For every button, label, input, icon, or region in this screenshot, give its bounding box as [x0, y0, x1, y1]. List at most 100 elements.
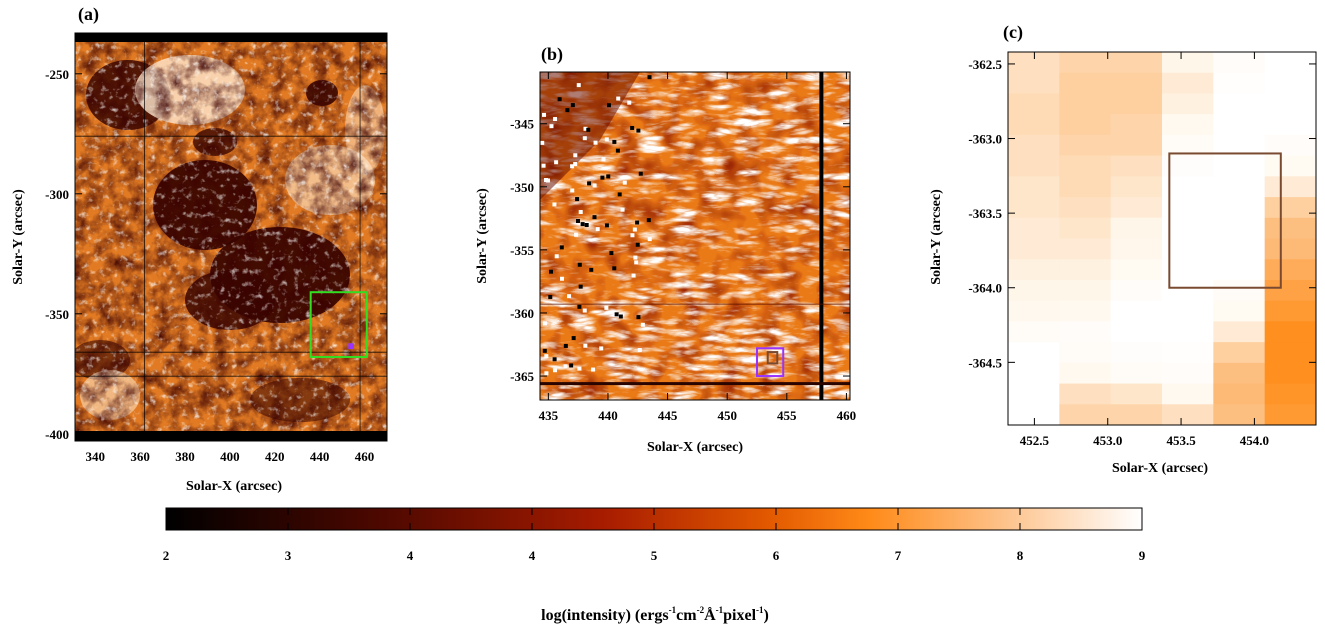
panel-b-xtick-label: 450: [717, 408, 737, 423]
panel-b-noise-pixel: [557, 97, 562, 102]
panel-b-noise-pixel: [615, 148, 620, 153]
panel-a-xtick-label: 440: [310, 449, 330, 464]
panel-c-xtick-label: 453.0: [1093, 433, 1122, 448]
panel-b-noise-pixel: [633, 255, 638, 260]
colorbar-tick-label: 9: [1139, 548, 1146, 563]
brown-region-box: [1168, 152, 1282, 289]
panel-c-cell: [1059, 217, 1112, 239]
panel-b-noise-pixel: [577, 304, 582, 309]
panel-b-noise-pixel: [589, 267, 594, 272]
panel-b-noise-pixel: [570, 164, 575, 169]
panel-b-frame: [539, 71, 851, 401]
panel-b-ytick-label: -350: [510, 180, 534, 195]
panel-b-noise-pixel: [541, 163, 546, 168]
panel-c-cell: [1059, 259, 1112, 281]
panel-c-cell: [1059, 176, 1112, 198]
panel-c-xtick-label: 453.5: [1166, 433, 1196, 448]
panel-b-noise-pixel: [580, 222, 585, 227]
panel-c-cell: [1162, 383, 1214, 405]
panel-c-cell: [1213, 52, 1266, 74]
panel-c-cell: [1162, 300, 1214, 322]
panel-c-cell: [1059, 383, 1112, 405]
panel-b-xtick-label: 455: [777, 408, 797, 423]
panel-b-label: (b): [541, 44, 563, 65]
panel-b-noise-pixel: [635, 242, 640, 247]
panel-c-cell: [1008, 259, 1060, 281]
panel-c-cell: [1008, 52, 1060, 74]
panel-c-cell: [1110, 52, 1163, 74]
panel-c-cell: [1008, 279, 1060, 302]
panel-c-xtick-label: 454.0: [1240, 433, 1269, 448]
panel-c-cell: [1213, 259, 1266, 281]
panel-c-ytick-label: -364.0: [968, 281, 1002, 296]
panel-c-cell: [1110, 217, 1163, 239]
panel-b-ytick-label: -365: [510, 369, 534, 384]
panel-b-ytick-label: -355: [510, 243, 534, 258]
panel-b-noise-pixel: [574, 232, 579, 237]
panel-c-cell: [1008, 155, 1060, 177]
panel-b-noise-pixel: [569, 363, 574, 368]
panel-c-cell: [1213, 279, 1266, 302]
panel-c-cell: [1213, 197, 1266, 219]
panel-b-noise-pixel: [576, 83, 581, 88]
panel-c-cell: [1264, 134, 1317, 157]
panel-c-cell: [1110, 342, 1163, 364]
panel-c-cell: [1264, 217, 1317, 239]
panel-b-noise-pixel: [622, 180, 627, 185]
panel-b-noise-pixel: [542, 112, 547, 117]
panel-c-cell: [1008, 197, 1060, 219]
panel-c-cell: [1264, 155, 1317, 177]
panel-a-xtick-label: 340: [85, 449, 105, 464]
panel-b-noise-pixel: [549, 269, 554, 274]
panel-b-noise-pixel: [544, 371, 549, 376]
panel-c-cell: [1008, 321, 1060, 343]
panel-b-noise-pixel: [559, 245, 564, 250]
panel-c-cell: [1059, 72, 1112, 94]
panel-a-label: (a): [78, 4, 99, 25]
panel-b-xtick-label: 445: [658, 408, 678, 423]
panel-b-noise-pixel: [595, 227, 600, 232]
panel-a-xtick-label: 460: [355, 449, 375, 464]
panel-c-cell: [1059, 155, 1112, 177]
panel-b-noise-pixel: [552, 357, 557, 362]
panel-c-cell: [1110, 300, 1163, 322]
panel-c-cell: [1008, 300, 1060, 322]
colorbar-tick-label: 7: [895, 548, 902, 563]
panel-b-noise-pixel: [647, 237, 652, 242]
panel-b-noise-pixel: [599, 346, 604, 351]
panel-c-cell: [1162, 404, 1214, 426]
panel-b-noise-pixel: [630, 125, 635, 130]
panel-b-noise-pixel: [584, 223, 589, 228]
panel-a-ytick-label: -300: [45, 187, 69, 202]
panel-c-cell: [1213, 217, 1266, 239]
panel-c-cell: [1162, 197, 1214, 219]
panel-b-noise-pixel: [540, 140, 545, 145]
panel-a-frame: [74, 32, 388, 442]
panel-b-noise-pixel: [618, 314, 623, 319]
panel-b-noise-pixel: [604, 137, 609, 142]
panel-b-noise-pixel: [630, 233, 635, 238]
panel-b-noise-pixel: [546, 178, 551, 183]
panel-b-noise-pixel: [567, 294, 572, 299]
panel-b-noise-pixel: [586, 127, 591, 132]
panel-b-noise-pixel: [636, 128, 641, 133]
panel-c-cell: [1213, 134, 1266, 157]
panel-b-ytick-label: -345: [510, 117, 534, 132]
panel-b-noise-pixel: [578, 209, 583, 214]
panel-a-ytick-label: -350: [45, 307, 69, 322]
panel-c-cell: [1162, 259, 1214, 281]
panel-c-ytick-label: -362.5: [968, 57, 1002, 72]
panel-b-noise-pixel: [638, 171, 643, 176]
panel-b-noise-pixel: [592, 215, 597, 220]
panel-c-cell: [1110, 321, 1163, 343]
panel-b-noise-pixel: [552, 202, 557, 207]
panel-c-cell: [1110, 383, 1163, 405]
colorbar-tick-label: 2: [163, 548, 170, 563]
panel-c-label: (c): [1003, 22, 1023, 43]
panel-c-cell: [1264, 279, 1317, 302]
panel-c-frame: [1007, 51, 1317, 426]
panel-c-cell: [1162, 93, 1214, 115]
panel-c-cell: [1059, 404, 1112, 426]
panel-b-noise-pixel: [583, 126, 588, 131]
panel-c-cell: [1162, 217, 1214, 239]
